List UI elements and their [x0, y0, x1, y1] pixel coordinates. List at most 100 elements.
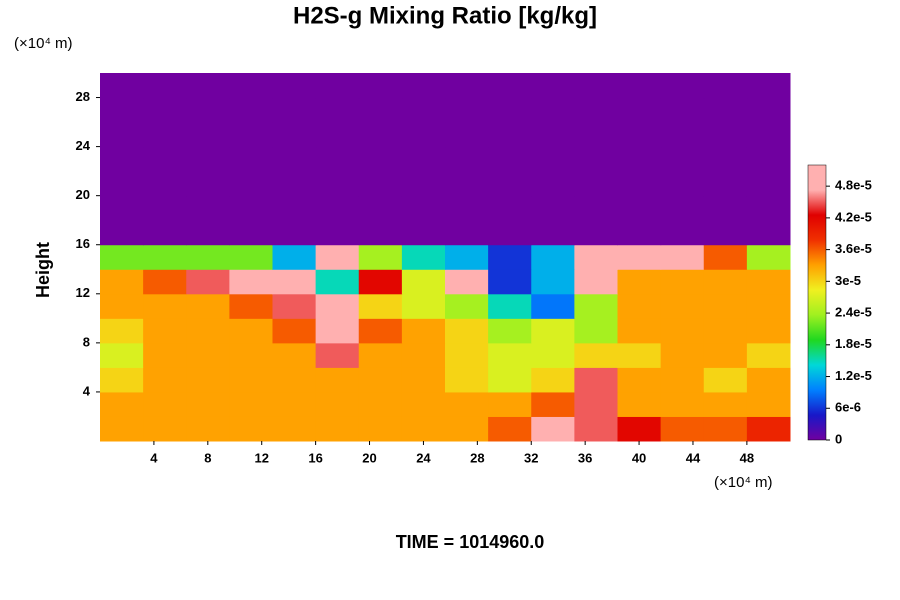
- heatmap-cell: [272, 269, 317, 295]
- heatmap-cell: [617, 146, 662, 172]
- heatmap-cell: [358, 269, 403, 295]
- heatmap-cell: [746, 73, 791, 99]
- heatmap-cell: [617, 220, 662, 246]
- heatmap-cell: [401, 367, 446, 393]
- heatmap-cell: [445, 171, 489, 197]
- heatmap-cell: [488, 195, 532, 221]
- heatmap-cell: [746, 367, 791, 393]
- x-tick-label: 24: [416, 450, 431, 465]
- heatmap-cell: [401, 195, 446, 221]
- heatmap-cell: [660, 318, 705, 344]
- heatmap-cell: [617, 122, 662, 148]
- heatmap-cell: [488, 416, 532, 442]
- heatmap-cell: [100, 122, 144, 148]
- heatmap-cell: [100, 146, 144, 172]
- colorbar-tick-label: 1.8e-5: [835, 336, 872, 351]
- heatmap-cell: [746, 195, 791, 221]
- heatmap-cell: [358, 244, 403, 270]
- heatmap-cell: [143, 318, 187, 344]
- heatmap-cell: [401, 146, 446, 172]
- heatmap-cell: [229, 97, 273, 123]
- heatmap-cell: [531, 269, 575, 295]
- heatmap-cell: [143, 195, 187, 221]
- heatmap-cell: [445, 73, 489, 99]
- heatmap-cell: [401, 122, 446, 148]
- heatmap-cell: [315, 220, 360, 246]
- heatmap-cell: [229, 342, 273, 368]
- heatmap-cell: [617, 391, 662, 417]
- heatmap-cell: [531, 171, 575, 197]
- heatmap-cell: [746, 146, 791, 172]
- heatmap-cell: [100, 97, 144, 123]
- heatmap-cell: [660, 391, 705, 417]
- heatmap-cell: [703, 244, 748, 270]
- heatmap-cell: [660, 269, 705, 295]
- colorbar-tick-label: 2.4e-5: [835, 305, 872, 320]
- heatmap-cell: [617, 171, 662, 197]
- heatmap-cell: [186, 269, 230, 295]
- heatmap-cell: [574, 367, 618, 393]
- heatmap-cell: [445, 244, 489, 270]
- heatmap-cell: [445, 195, 489, 221]
- heatmap-cell: [229, 146, 273, 172]
- heatmap-cell: [703, 269, 748, 295]
- heatmap-cell: [401, 269, 446, 295]
- x-tick-label: 40: [632, 450, 646, 465]
- heatmap-cell: [272, 73, 317, 99]
- heatmap-cell: [660, 367, 705, 393]
- heatmap-cell: [488, 97, 532, 123]
- heatmap-cell: [746, 293, 791, 319]
- heatmap-cell: [574, 220, 618, 246]
- heatmap-cell: [272, 391, 317, 417]
- heatmap-cell: [531, 293, 575, 319]
- heatmap-cell: [703, 391, 748, 417]
- heatmap-cell: [488, 391, 532, 417]
- heatmap-cell: [229, 416, 273, 442]
- heatmap-cell: [358, 318, 403, 344]
- y-tick-label: 28: [76, 89, 90, 104]
- heatmap-cell: [272, 318, 317, 344]
- heatmap-cell: [315, 171, 360, 197]
- heatmap-cell: [315, 122, 360, 148]
- heatmap-cell: [229, 367, 273, 393]
- heatmap-cell: [315, 391, 360, 417]
- heatmap-cell: [488, 318, 532, 344]
- heatmap-cell: [617, 367, 662, 393]
- colorbar: [807, 164, 827, 441]
- heatmap-cell: [746, 220, 791, 246]
- heatmap-cell: [574, 391, 618, 417]
- heatmap-cell: [186, 171, 230, 197]
- heatmap-cell: [574, 73, 618, 99]
- heatmap-cell: [531, 220, 575, 246]
- y-tick-label: 4: [83, 383, 91, 398]
- heatmap-cell: [229, 73, 273, 99]
- heatmap-cell: [531, 342, 575, 368]
- heatmap-cell: [143, 391, 187, 417]
- x-unit: (×10⁴ m): [714, 474, 773, 491]
- heatmap-cell: [143, 122, 187, 148]
- heatmap-cell: [574, 122, 618, 148]
- heatmap-cell: [358, 73, 403, 99]
- x-tick-label: 28: [470, 450, 484, 465]
- heatmap-cell: [488, 146, 532, 172]
- colorbar-tick-label: 0: [835, 431, 842, 446]
- heatmap-cell: [660, 416, 705, 442]
- heatmap-cell: [229, 391, 273, 417]
- heatmap-cell: [660, 195, 705, 221]
- heatmap-cell: [746, 122, 791, 148]
- heatmap-cell: [401, 244, 446, 270]
- heatmap-cell: [660, 244, 705, 270]
- heatmap-cell: [574, 416, 618, 442]
- heatmap-cell: [401, 220, 446, 246]
- heatmap-cell: [358, 97, 403, 123]
- heatmap-cell: [315, 269, 360, 295]
- heatmap-cell: [186, 293, 230, 319]
- heatmap-cell: [660, 220, 705, 246]
- heatmap-cell: [703, 195, 748, 221]
- heatmap-cell: [143, 244, 187, 270]
- heatmap-cell: [703, 367, 748, 393]
- heatmap-cell: [100, 342, 144, 368]
- heatmap-cell: [143, 73, 187, 99]
- heatmap-cell: [315, 146, 360, 172]
